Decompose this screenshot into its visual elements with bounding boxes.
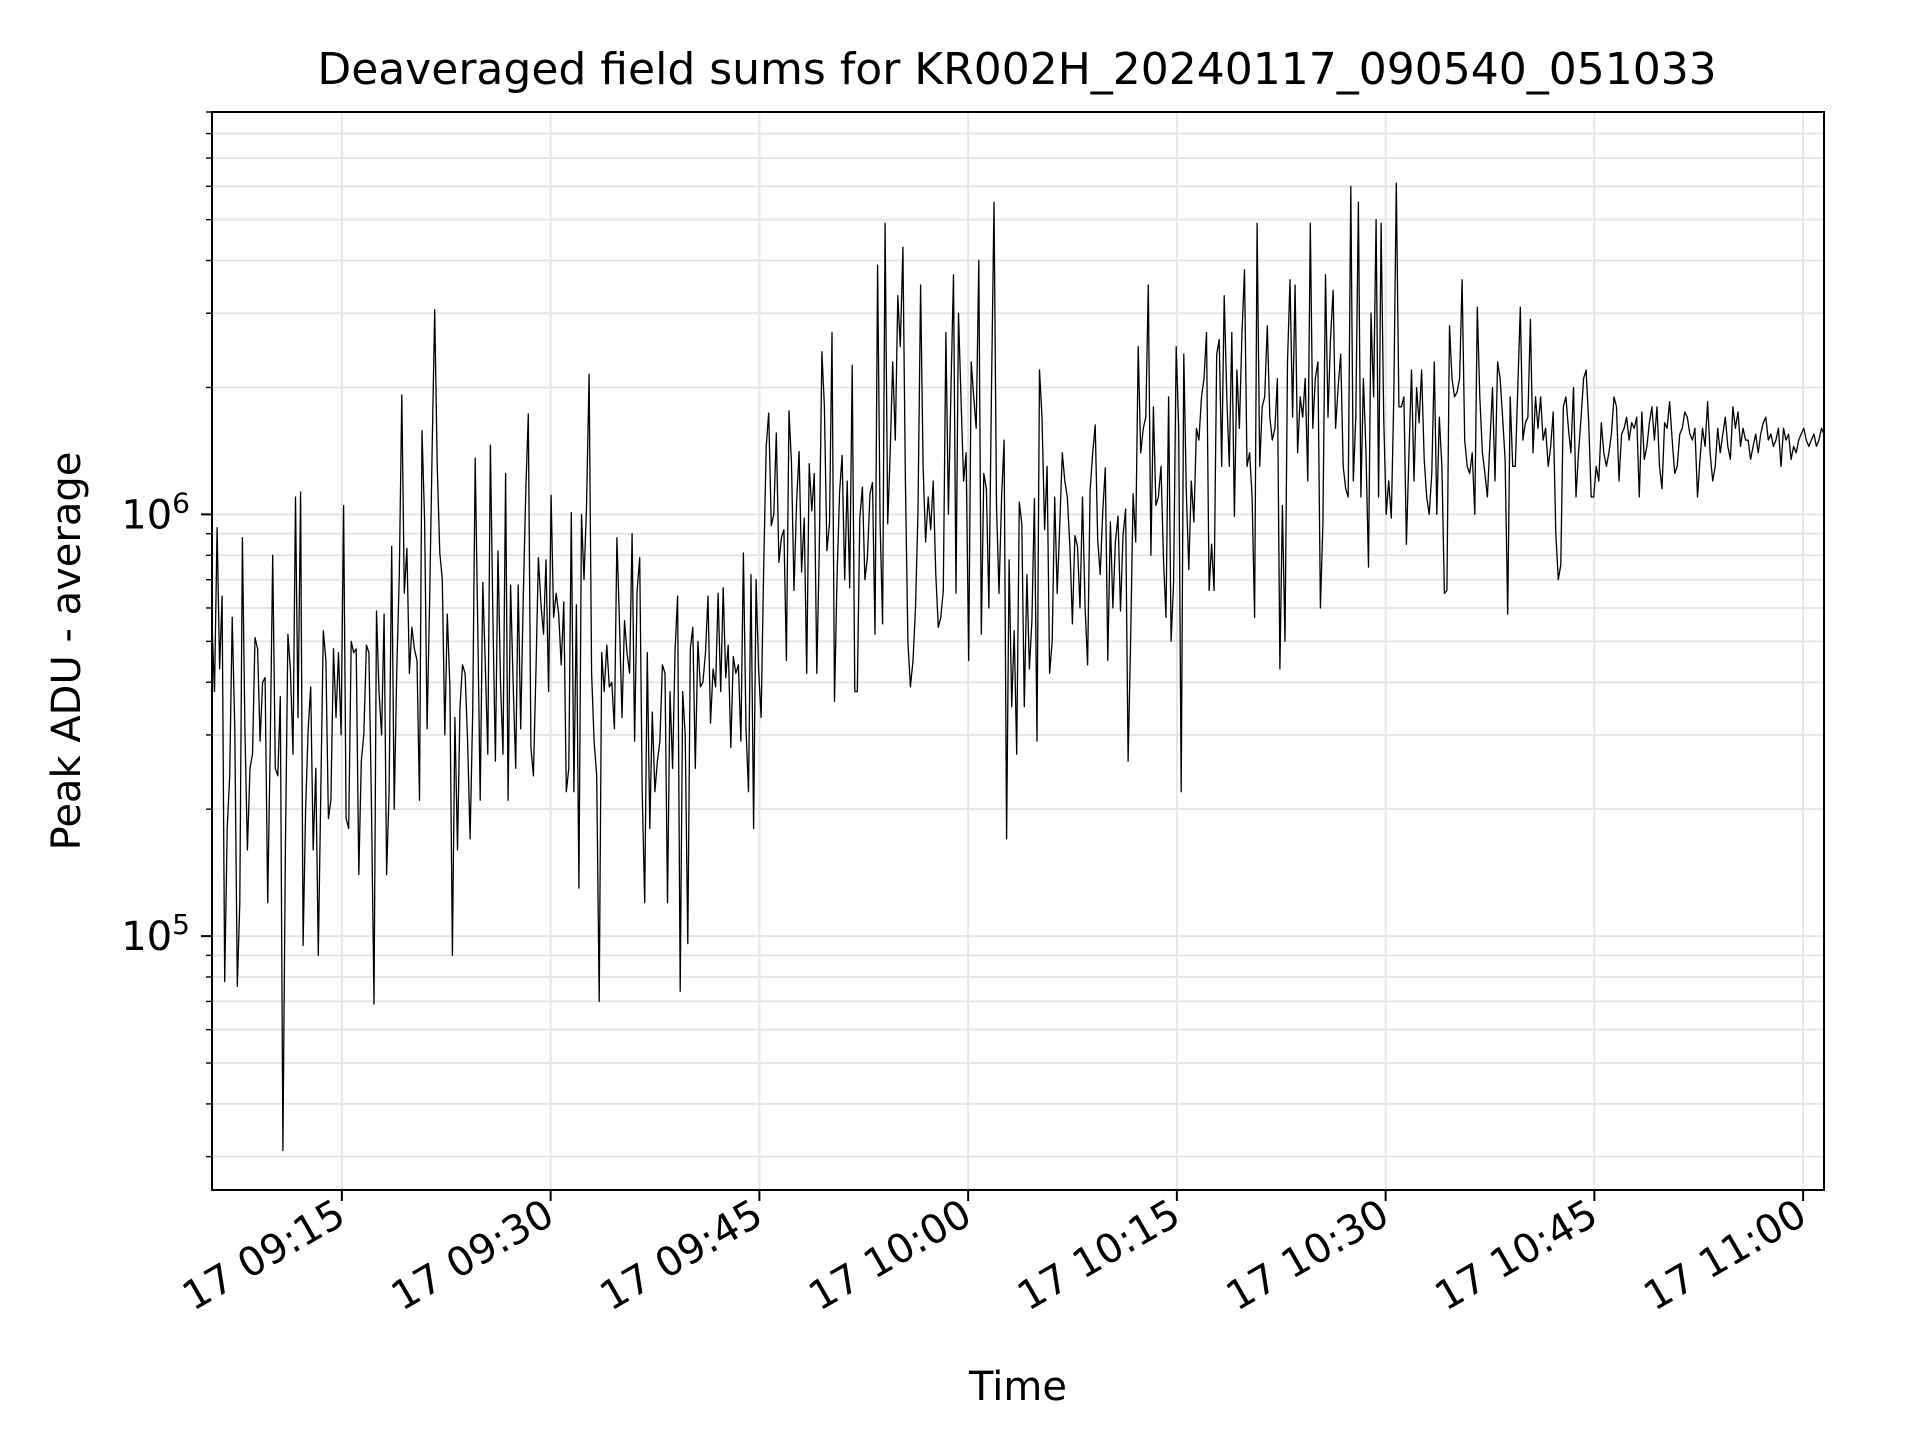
series-line [211, 182, 1825, 1152]
y-tick-label: 106 [121, 486, 190, 538]
y-axis-label: Peak ADU - average [44, 452, 90, 851]
y-axis-ticks: 105 106 [121, 111, 212, 1158]
chart-title: Deaveraged field sums for KR002H_2024011… [317, 44, 1716, 95]
y-tick-label: 105 [121, 908, 190, 960]
x-axis-label: Time [968, 1364, 1067, 1410]
plot-frame [211, 111, 1825, 1191]
